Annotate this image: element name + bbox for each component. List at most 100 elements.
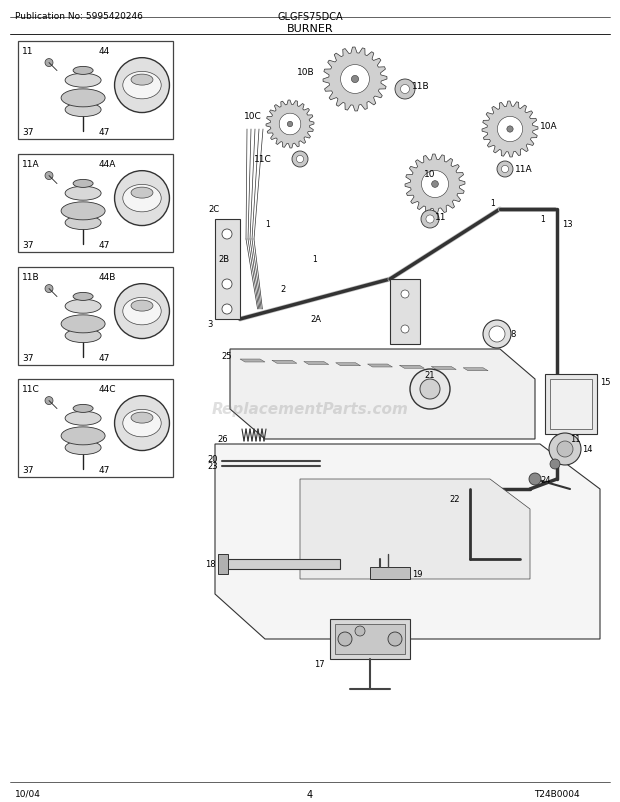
Circle shape — [410, 370, 450, 410]
Circle shape — [557, 441, 573, 457]
Text: 1: 1 — [540, 215, 545, 224]
Text: 37: 37 — [22, 128, 33, 137]
Text: 11B: 11B — [22, 273, 40, 282]
Circle shape — [401, 326, 409, 334]
Bar — [18, 42, 173, 140]
Polygon shape — [218, 554, 228, 574]
Circle shape — [426, 216, 434, 224]
Circle shape — [45, 286, 53, 294]
Text: 19: 19 — [412, 569, 422, 578]
Ellipse shape — [61, 427, 105, 445]
Polygon shape — [340, 66, 370, 95]
Bar — [18, 379, 173, 477]
Polygon shape — [497, 117, 523, 143]
Text: 14: 14 — [582, 444, 593, 453]
Circle shape — [388, 632, 402, 646]
Text: 26: 26 — [218, 435, 228, 444]
Text: 15: 15 — [600, 378, 611, 387]
Polygon shape — [279, 114, 301, 136]
Polygon shape — [230, 350, 535, 439]
Text: 37: 37 — [22, 241, 33, 249]
Text: 2C: 2C — [209, 205, 220, 214]
Polygon shape — [482, 102, 538, 158]
Circle shape — [550, 460, 560, 469]
Circle shape — [401, 290, 409, 298]
Circle shape — [489, 326, 505, 342]
Circle shape — [401, 85, 409, 95]
Text: 20: 20 — [208, 455, 218, 464]
Text: 37: 37 — [22, 354, 33, 363]
Polygon shape — [335, 363, 361, 367]
Circle shape — [222, 305, 232, 314]
Text: GLGFS75DCA: GLGFS75DCA — [277, 12, 343, 22]
Text: 11B: 11B — [412, 82, 430, 91]
Ellipse shape — [65, 217, 101, 230]
Ellipse shape — [131, 188, 153, 199]
Polygon shape — [370, 567, 410, 579]
Polygon shape — [335, 624, 405, 654]
Bar — [18, 268, 173, 366]
Polygon shape — [220, 559, 340, 569]
Ellipse shape — [73, 67, 93, 75]
Polygon shape — [304, 362, 329, 365]
Text: 2A: 2A — [310, 314, 321, 323]
Polygon shape — [399, 366, 424, 369]
Text: 10/04: 10/04 — [15, 789, 41, 798]
Text: 13: 13 — [562, 220, 573, 229]
Text: T24B0004: T24B0004 — [534, 789, 580, 798]
Text: 11: 11 — [435, 213, 446, 221]
Circle shape — [45, 397, 53, 405]
Circle shape — [432, 181, 438, 188]
Circle shape — [549, 433, 581, 465]
Text: 11C: 11C — [254, 155, 272, 164]
Ellipse shape — [131, 412, 153, 423]
Circle shape — [45, 59, 53, 67]
Polygon shape — [272, 361, 297, 364]
Circle shape — [115, 59, 169, 113]
Ellipse shape — [123, 410, 161, 437]
Text: 10: 10 — [424, 170, 436, 179]
Text: 44A: 44A — [99, 160, 116, 168]
Text: 47: 47 — [99, 128, 110, 137]
Polygon shape — [390, 280, 420, 345]
Bar — [545, 375, 597, 435]
Circle shape — [115, 172, 169, 226]
Text: 44B: 44B — [99, 273, 116, 282]
Ellipse shape — [123, 72, 161, 99]
Ellipse shape — [61, 203, 105, 221]
Text: 23: 23 — [207, 461, 218, 471]
Circle shape — [420, 379, 440, 399]
Ellipse shape — [61, 90, 105, 107]
Circle shape — [45, 172, 53, 180]
Text: 47: 47 — [99, 241, 110, 249]
Text: BURNER: BURNER — [286, 24, 334, 34]
Ellipse shape — [131, 75, 153, 86]
Polygon shape — [463, 368, 488, 371]
Text: 47: 47 — [99, 465, 110, 475]
Circle shape — [352, 76, 358, 83]
Text: 4: 4 — [307, 789, 313, 799]
Polygon shape — [300, 480, 530, 579]
Ellipse shape — [65, 329, 101, 343]
Text: 2B: 2B — [219, 255, 230, 264]
Text: 47: 47 — [99, 354, 110, 363]
Text: 17: 17 — [314, 659, 325, 668]
Ellipse shape — [65, 74, 101, 88]
Ellipse shape — [65, 411, 101, 426]
Circle shape — [222, 229, 232, 240]
Circle shape — [529, 473, 541, 485]
Bar — [550, 379, 592, 429]
Text: 8: 8 — [510, 330, 515, 338]
Text: 2: 2 — [280, 285, 285, 294]
Circle shape — [222, 280, 232, 290]
Bar — [18, 155, 173, 253]
Ellipse shape — [65, 441, 101, 455]
Text: 10A: 10A — [540, 122, 557, 131]
Polygon shape — [432, 367, 456, 370]
Ellipse shape — [65, 103, 101, 117]
Circle shape — [115, 396, 169, 451]
Circle shape — [483, 321, 511, 349]
Circle shape — [338, 632, 352, 646]
Text: 24: 24 — [540, 476, 551, 484]
Text: 21: 21 — [425, 371, 435, 379]
